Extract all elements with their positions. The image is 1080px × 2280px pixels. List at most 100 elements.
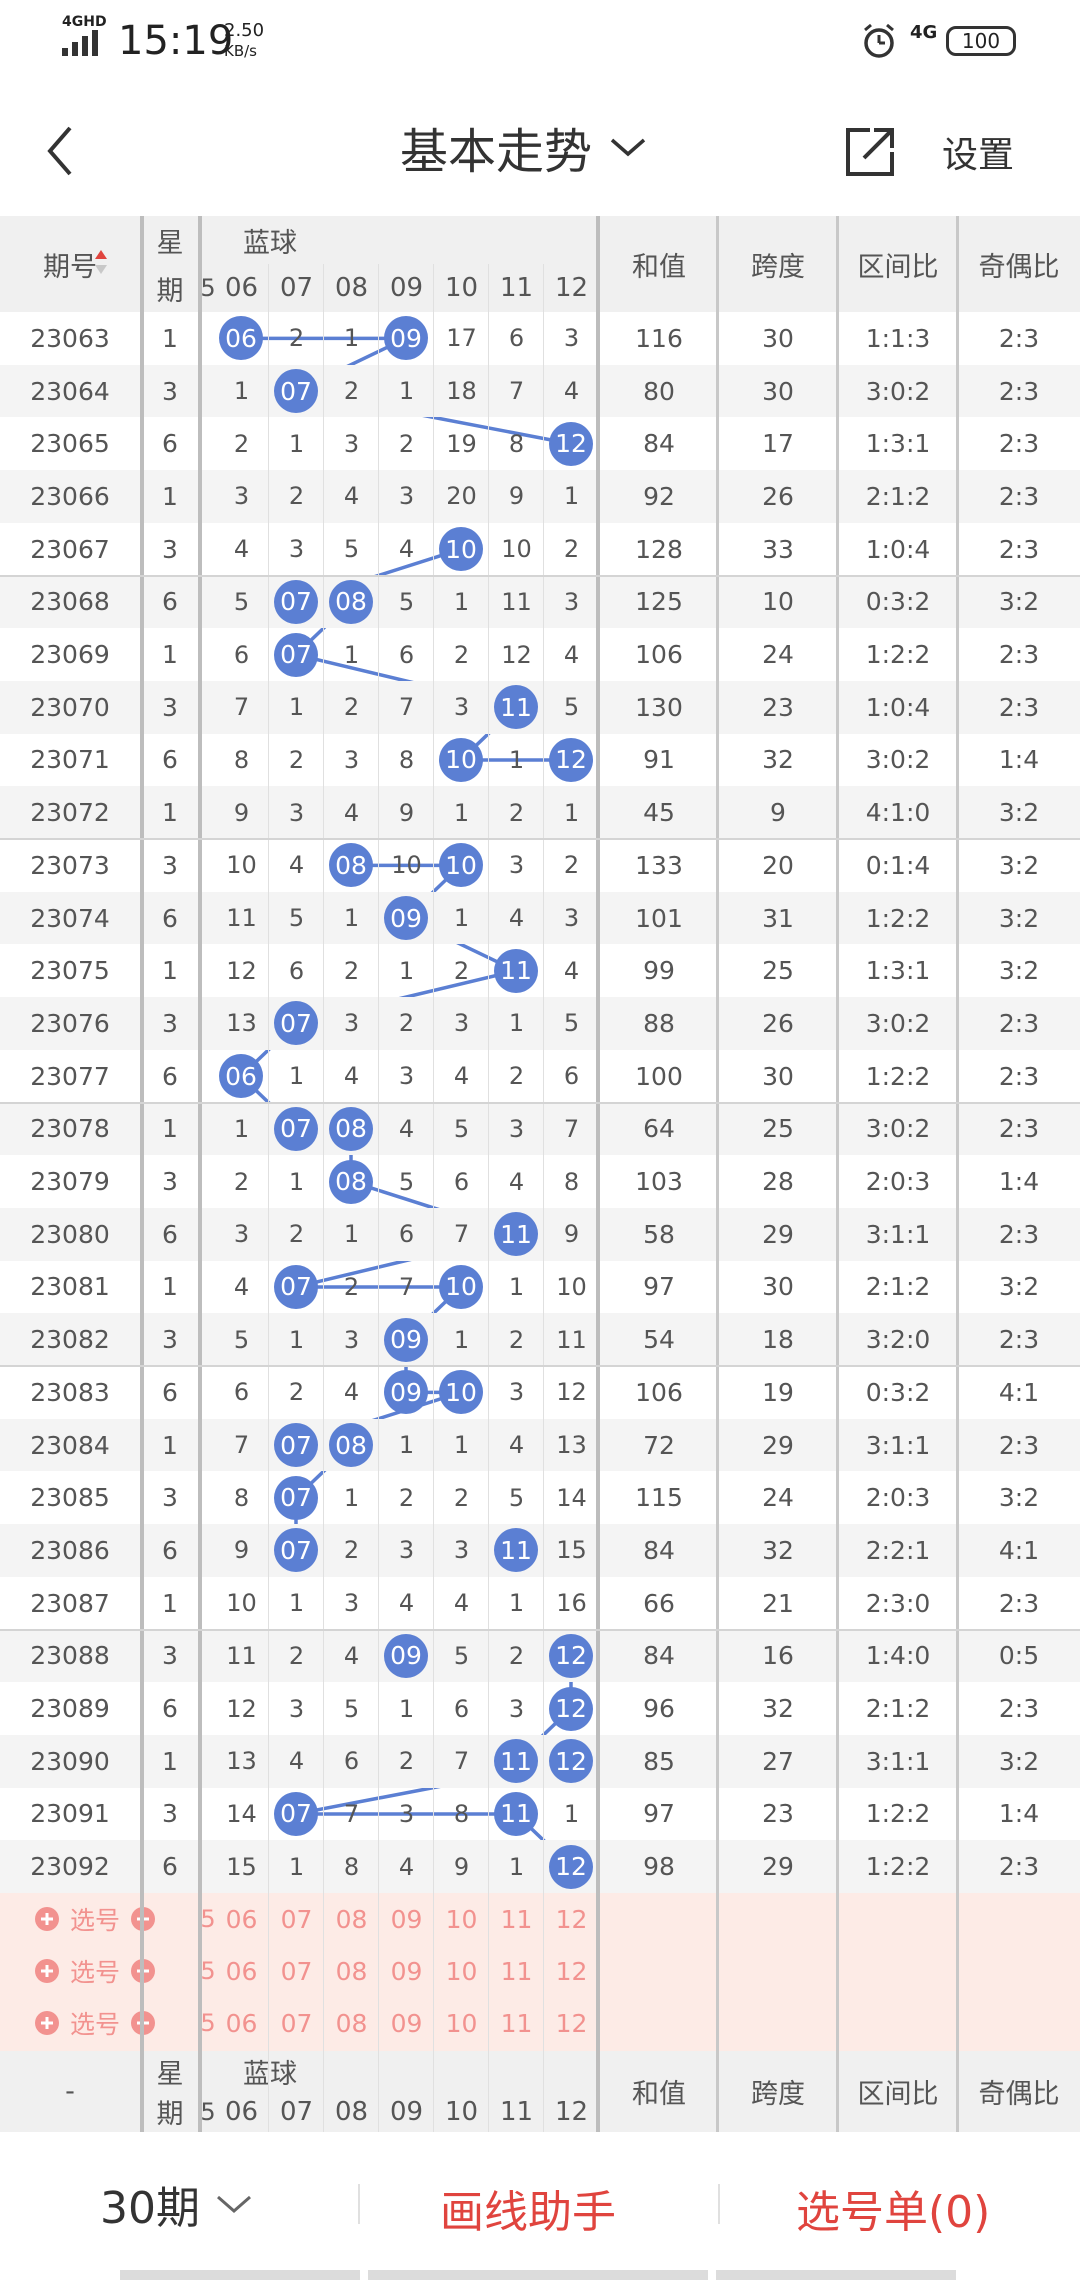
blue-ball: 09 — [384, 896, 428, 941]
pick-number-cell[interactable]: 12 — [555, 1956, 588, 1986]
miss-count-cell: 3 — [343, 429, 360, 458]
sum-cell: 96 — [643, 1694, 675, 1724]
miss-count-cell: 1 — [508, 745, 525, 774]
pick-number-cell[interactable]: 10 — [445, 1904, 478, 1934]
title-dropdown[interactable]: 基本走势 — [400, 112, 650, 182]
span-cell: 25 — [762, 956, 794, 986]
blue-ball: 11 — [494, 1212, 538, 1257]
miss-count-cell: 2 — [453, 640, 470, 669]
pick-number-cell[interactable]: 08 — [335, 1956, 368, 1986]
period-header: 期号 — [43, 251, 97, 283]
plus-circle-icon[interactable] — [34, 1958, 60, 1984]
pick-area-bg — [0, 1893, 1080, 2051]
back-button[interactable] — [28, 116, 98, 186]
period-cell: 23074 — [30, 903, 110, 933]
miss-count-cell: 8 — [233, 1483, 250, 1512]
miss-count-cell: 7 — [398, 693, 415, 722]
pick-number-cell[interactable]: 11 — [500, 1956, 533, 1986]
miss-count-cell: 3 — [453, 1009, 470, 1038]
pick-list-button[interactable]: 选号单(0) — [796, 2187, 991, 2238]
pick-number-cell[interactable]: 09 — [390, 1904, 423, 1934]
miss-count-cell: 2 — [343, 1536, 360, 1565]
span-cell: 23 — [762, 1799, 794, 1829]
pick-label: 选号 — [70, 1958, 121, 1987]
table-header-bg — [0, 216, 1080, 312]
miss-count-cell: 11 — [501, 587, 532, 616]
draw-helper-button[interactable]: 画线助手 — [440, 2187, 616, 2238]
pick-number-cell[interactable]: 11 — [500, 2008, 533, 2038]
pick-number-cell[interactable]: 08 — [335, 1904, 368, 1934]
miss-count-cell: 1 — [343, 904, 360, 933]
blue-ball: 12 — [549, 1686, 593, 1731]
zone-ratio-header: 区间比 — [857, 251, 939, 283]
miss-count-cell: 4 — [288, 1747, 305, 1776]
miss-count-cell: 2 — [508, 798, 525, 827]
week-cell: 6 — [162, 587, 178, 617]
miss-count-cell: 1 — [508, 1589, 525, 1618]
zone-ratio-cell: 1:3:1 — [865, 956, 931, 986]
share-button[interactable] — [840, 122, 900, 182]
back-arrow-icon — [47, 126, 72, 176]
miss-count-cell: 2 — [288, 324, 305, 353]
plus-circle-icon[interactable] — [34, 2010, 60, 2036]
pick-number-cell[interactable]: 06 — [225, 1956, 258, 1986]
miss-count-cell: 4 — [343, 1062, 360, 1091]
period-cell: 23090 — [30, 1746, 110, 1776]
span-header: 跨度 — [751, 2079, 805, 2110]
group-divider — [0, 574, 1080, 577]
blue-col-header: 10 — [444, 273, 479, 303]
span-cell: 28 — [762, 1167, 794, 1197]
blue-col-header: 07 — [279, 2096, 314, 2127]
period-cell: 23075 — [30, 956, 110, 986]
blue-col-divider — [378, 264, 379, 2132]
pick-number-cell[interactable]: 06 — [225, 1904, 258, 1934]
sum-cell: 58 — [643, 1219, 675, 1249]
miss-count-cell: 15 — [226, 1852, 257, 1881]
sum-cell: 84 — [643, 1641, 675, 1671]
periods-dropdown[interactable]: 30期 — [100, 2174, 254, 2234]
miss-count-cell: 10 — [226, 851, 257, 880]
sort-icon[interactable] — [94, 248, 108, 276]
pick-number-cell[interactable]: 09 — [390, 1956, 423, 1986]
plus-circle-icon[interactable] — [34, 1906, 60, 1932]
pick-number-cell[interactable]: 08 — [335, 2008, 368, 2038]
pick-number-cell[interactable]: 10 — [445, 1956, 478, 1986]
span-cell: 23 — [762, 692, 794, 722]
blue-col-header: 08 — [334, 2096, 369, 2127]
pick-number-cell[interactable]: 12 — [555, 1904, 588, 1934]
pick-number-cell[interactable]: 07 — [280, 2008, 313, 2038]
miss-count-cell: 7 — [508, 377, 525, 406]
week-header: 期 — [156, 275, 184, 307]
zone-ratio-cell: 1:2:2 — [865, 1852, 931, 1882]
miss-count-cell: 2 — [233, 1167, 250, 1196]
period-cell: 23086 — [30, 1535, 110, 1565]
pick-number-cell[interactable]: 10 — [445, 2008, 478, 2038]
miss-count-cell: 1 — [398, 956, 415, 985]
miss-count-cell: 2 — [508, 1641, 525, 1670]
pick-number-cell[interactable]: 07 — [280, 1904, 313, 1934]
miss-count-cell: 5 — [453, 1641, 470, 1670]
sum-cell: 125 — [635, 587, 683, 617]
miss-count-cell: 6 — [453, 1694, 470, 1723]
settings-button[interactable]: 设置 — [942, 135, 1015, 176]
blue-col-header: 5 — [200, 274, 216, 302]
zone-ratio-header: 区间比 — [857, 2079, 939, 2110]
page-title: 基本走势 — [400, 124, 593, 180]
pick-number-cell[interactable]: 11 — [500, 1904, 533, 1934]
pick-number-cell[interactable]: 09 — [390, 2008, 423, 2038]
miss-count-cell: 4 — [398, 1589, 415, 1618]
miss-count-cell: 3 — [233, 482, 250, 511]
span-cell: 30 — [762, 1272, 794, 1302]
sum-cell: 106 — [635, 640, 683, 670]
miss-count-cell: 2 — [508, 1325, 525, 1354]
odd-even-cell: 2:3 — [998, 1325, 1040, 1355]
pick-number-cell[interactable]: 12 — [555, 2008, 588, 2038]
miss-count-cell: 1 — [343, 324, 360, 353]
period-cell: 23068 — [30, 587, 110, 617]
pick-number-cell[interactable]: 07 — [280, 1956, 313, 1986]
odd-even-cell: 3:2 — [998, 956, 1040, 986]
miss-count-cell: 4 — [343, 482, 360, 511]
sum-cell: 99 — [643, 956, 675, 986]
row-stripe — [0, 1734, 1080, 1788]
pick-number-cell[interactable]: 06 — [225, 2008, 258, 2038]
